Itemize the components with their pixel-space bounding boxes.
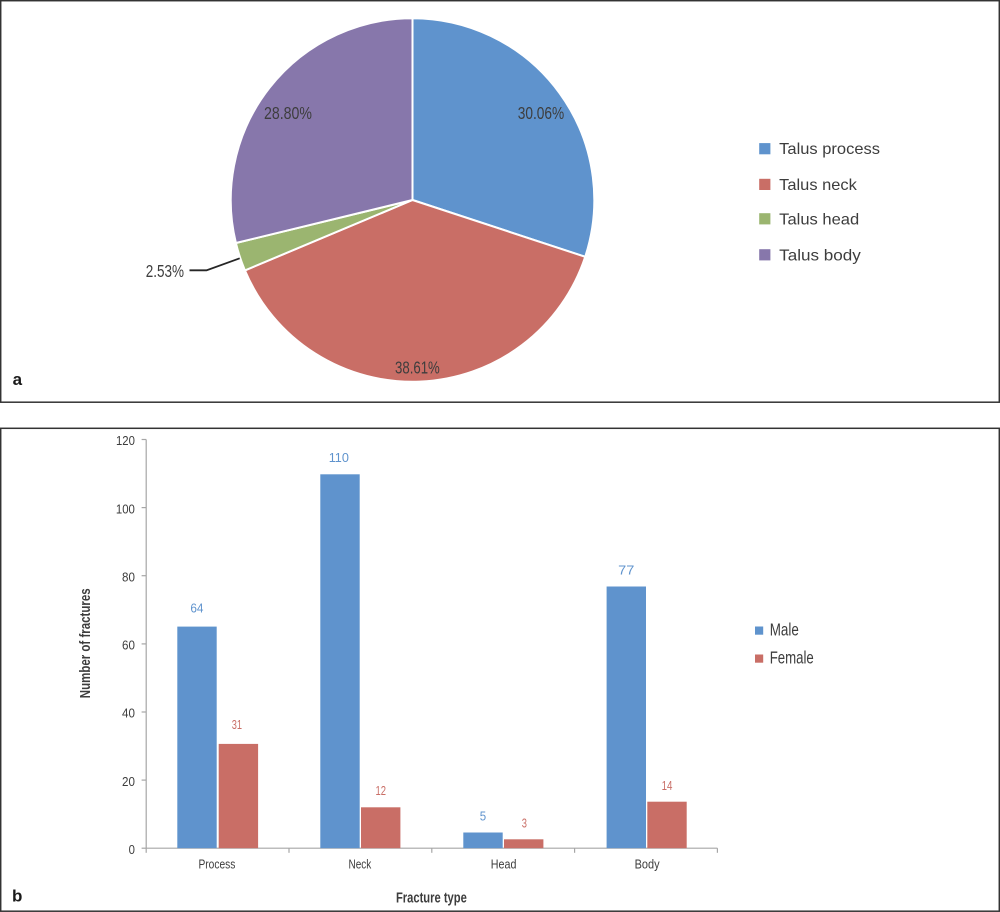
svg-text:Talus body: Talus body bbox=[779, 247, 861, 264]
svg-text:120: 120 bbox=[116, 433, 135, 448]
svg-text:40: 40 bbox=[122, 706, 135, 721]
svg-text:Process: Process bbox=[198, 858, 235, 872]
svg-text:Talus neck: Talus neck bbox=[779, 177, 858, 194]
svg-text:30.06%: 30.06% bbox=[518, 103, 565, 123]
svg-text:77: 77 bbox=[618, 563, 634, 578]
svg-text:Talus process: Talus process bbox=[779, 141, 880, 158]
svg-text:3: 3 bbox=[522, 815, 527, 830]
svg-text:Body: Body bbox=[635, 858, 661, 872]
svg-text:12: 12 bbox=[376, 783, 387, 798]
svg-text:Male: Male bbox=[770, 620, 799, 640]
svg-text:100: 100 bbox=[116, 501, 135, 516]
svg-text:80: 80 bbox=[122, 569, 135, 584]
svg-text:Talus head: Talus head bbox=[779, 211, 859, 228]
svg-text:60: 60 bbox=[122, 638, 135, 653]
svg-text:Neck: Neck bbox=[349, 858, 372, 872]
svg-text:Fracture type: Fracture type bbox=[396, 891, 467, 907]
svg-text:31: 31 bbox=[232, 717, 242, 732]
svg-text:Female: Female bbox=[770, 648, 814, 668]
svg-text:0: 0 bbox=[129, 842, 135, 857]
svg-text:14: 14 bbox=[662, 778, 673, 793]
svg-text:64: 64 bbox=[190, 601, 203, 616]
svg-text:Head: Head bbox=[491, 858, 517, 872]
svg-text:b: b bbox=[12, 887, 22, 906]
svg-text:5: 5 bbox=[480, 809, 486, 824]
svg-text:38.61%: 38.61% bbox=[395, 357, 440, 377]
svg-text:20: 20 bbox=[122, 774, 135, 789]
svg-text:110: 110 bbox=[329, 450, 349, 465]
svg-text:a: a bbox=[13, 370, 23, 389]
svg-text:2.53%: 2.53% bbox=[146, 261, 184, 281]
svg-text:Number of fractures: Number of fractures bbox=[78, 588, 94, 698]
svg-text:28.80%: 28.80% bbox=[264, 103, 312, 123]
